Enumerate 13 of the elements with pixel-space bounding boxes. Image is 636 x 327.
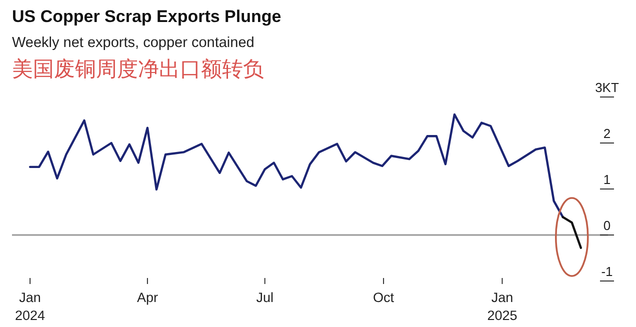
chart-subtitle: Weekly net exports, copper contained	[12, 35, 254, 51]
y-tick-label: 0	[603, 218, 611, 233]
y-tick-label: 2	[603, 126, 611, 141]
y-tick-label: 1	[603, 172, 611, 187]
x-tick-label: Jan 2025	[487, 290, 518, 323]
x-tick-label: Oct	[373, 290, 394, 305]
y-tick-label: 3KT	[595, 80, 619, 95]
x-tick-label: Jan 2024	[15, 290, 46, 323]
text: 美国废铜周度净出口额转负	[12, 58, 264, 81]
x-tick-label: Apr	[136, 290, 158, 305]
x-tick-label: Jul	[256, 290, 274, 305]
chart-title: US Copper Scrap Exports Plunge	[12, 7, 282, 26]
y-tick-label: -1	[601, 264, 613, 279]
